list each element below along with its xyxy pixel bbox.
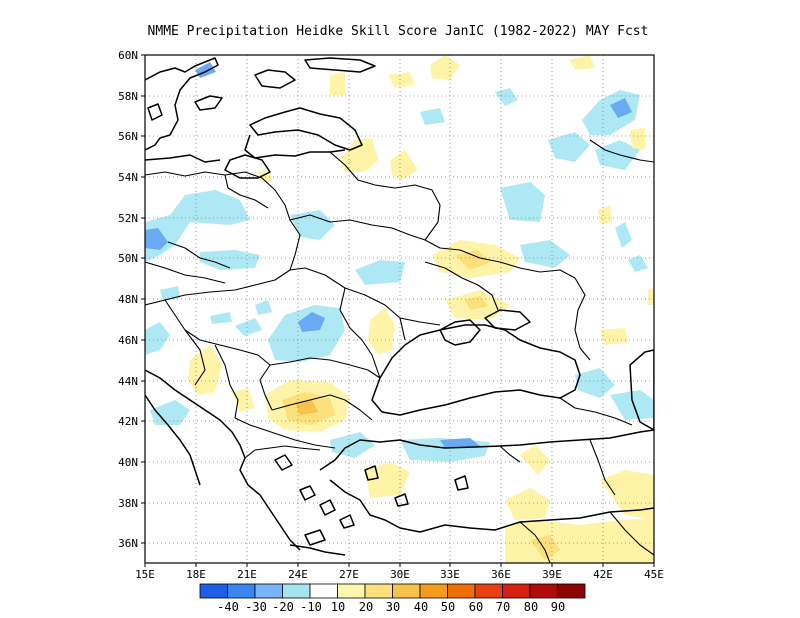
lat-label: 48N xyxy=(118,293,138,306)
colorbar-box xyxy=(227,583,256,599)
skill-region-light-blue xyxy=(145,88,654,462)
colorbar-label: -10 xyxy=(300,600,322,614)
colorbar-label: 60 xyxy=(469,600,483,614)
colorbar-box xyxy=(419,583,448,599)
colorbar-label: 70 xyxy=(496,600,510,614)
colorbar-box xyxy=(337,583,366,599)
colorbar-label: 80 xyxy=(524,600,538,614)
lon-label: 42E xyxy=(593,568,613,581)
longitude-labels: 15E 18E 21E 24E 27E 30E 33E 36E 39E 42E … xyxy=(135,568,664,581)
axis-ticks xyxy=(141,54,655,567)
colorbar-box xyxy=(557,583,586,599)
colorbar-box xyxy=(529,583,558,599)
lat-label: 50N xyxy=(118,252,138,265)
lat-label: 60N xyxy=(118,49,138,62)
colorbar-label: 10 xyxy=(331,600,345,614)
lat-label: 46N xyxy=(118,334,138,347)
lon-label: 36E xyxy=(491,568,511,581)
colorbar-box xyxy=(282,583,311,599)
colorbar-label: 30 xyxy=(386,600,400,614)
country-borders xyxy=(145,139,654,563)
colorbar-box xyxy=(502,583,531,599)
lat-label: 44N xyxy=(118,375,138,388)
colorbar-label: 90 xyxy=(551,600,565,614)
colorbar-box xyxy=(392,583,421,599)
colorbar-box xyxy=(309,583,338,599)
lat-label: 58N xyxy=(118,90,138,103)
lat-label: 38N xyxy=(118,497,138,510)
lon-label: 45E xyxy=(644,568,664,581)
colorbar-box xyxy=(474,583,503,599)
lon-label: 15E xyxy=(135,568,155,581)
colorbar-labels: -40 -30 -20 -10 10 20 30 40 50 60 70 80 … xyxy=(217,600,565,614)
colorbar-label: -40 xyxy=(217,600,239,614)
colorbar-label: 20 xyxy=(359,600,373,614)
map-plot-area xyxy=(145,55,654,563)
lat-label: 54N xyxy=(118,171,138,184)
lon-label: 33E xyxy=(440,568,460,581)
colorbar-label: -30 xyxy=(245,600,267,614)
lat-label: 52N xyxy=(118,212,138,225)
lon-label: 39E xyxy=(542,568,562,581)
colorbar-label: 40 xyxy=(414,600,428,614)
skill-shading xyxy=(145,55,654,563)
lon-label: 24E xyxy=(288,568,308,581)
colorbar-box xyxy=(364,583,393,599)
colorbar-box xyxy=(254,583,283,599)
latitude-labels: 60N 58N 56N 54N 52N 50N 48N 46N 44N 42N … xyxy=(118,49,138,550)
colorbar-box xyxy=(199,583,228,599)
map-title: NMME Precipitation Heidke Skill Score Ja… xyxy=(148,24,649,39)
lon-label: 18E xyxy=(186,568,206,581)
skill-region-medium-blue xyxy=(145,62,632,448)
lon-label: 30E xyxy=(390,568,410,581)
lat-label: 36N xyxy=(118,537,138,550)
lat-label: 40N xyxy=(118,456,138,469)
lat-label: 56N xyxy=(118,130,138,143)
colorbar-box xyxy=(447,583,476,599)
lon-label: 27E xyxy=(339,568,359,581)
colorbar: -40 -30 -20 -10 10 20 30 40 50 60 70 80 … xyxy=(199,583,586,614)
skill-region-orange xyxy=(295,400,318,415)
graticule xyxy=(145,55,654,563)
colorbar-label: -20 xyxy=(272,600,294,614)
lat-label: 42N xyxy=(118,415,138,428)
coastlines xyxy=(145,57,654,556)
lon-label: 21E xyxy=(237,568,257,581)
colorbar-label: 50 xyxy=(441,600,455,614)
